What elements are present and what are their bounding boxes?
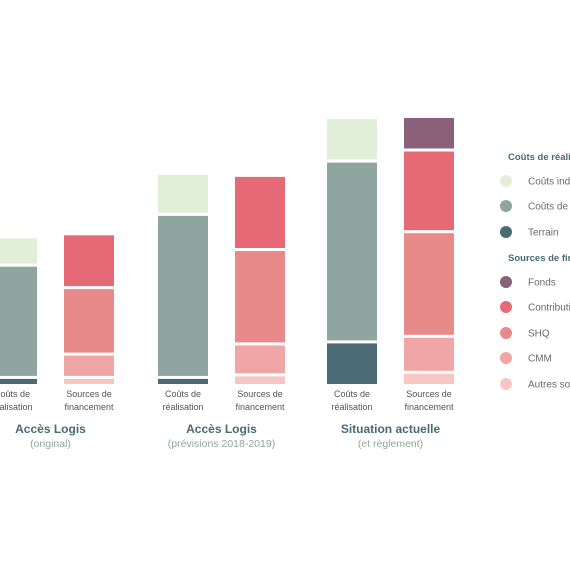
group-subtitle: (original): [30, 438, 71, 450]
legend-label: SHQ: [528, 329, 550, 340]
bar-category-label: réalisation: [162, 402, 203, 412]
legend-label: Fonds: [528, 278, 556, 289]
group-title: Accès Logis: [15, 422, 86, 436]
legend-label: Contribution: [528, 303, 570, 314]
bar-segment-contribution: [64, 235, 114, 287]
group-subtitle: (prévisions 2018-2019): [168, 438, 275, 450]
group-subtitle: (et règlement): [358, 438, 423, 450]
legend-label: Coûts de construction: [528, 202, 570, 213]
legend-swatch-autres-sources: [500, 378, 512, 390]
bar-segment-couts-de-construction: [327, 162, 377, 341]
bar-segment-couts-de-construction: [158, 215, 208, 376]
bar-segment-autres-sources: [235, 376, 285, 384]
bar-segment-cmm: [64, 355, 114, 376]
bar-segment-couts-indirects: [0, 238, 37, 264]
bar-segment-cmm: [235, 345, 285, 374]
bar-segment-terrain: [327, 343, 377, 384]
bar-segment-couts-de-construction: [0, 266, 37, 376]
bar-segment-contribution: [404, 151, 454, 231]
legend-swatch-couts-de-construction: [500, 200, 512, 212]
group-title: Situation actuelle: [341, 422, 441, 436]
bar-segment-fonds: [404, 118, 454, 149]
bar-segment-terrain: [158, 378, 208, 384]
bar-category-label: Coûts de: [0, 389, 30, 399]
legend-label: Coûts indirects: [528, 177, 570, 188]
legend-label: Terrain: [528, 228, 559, 239]
bar-category-label: Coûts de: [334, 389, 370, 399]
legend-label: CMM: [528, 354, 552, 365]
bar-category-label: financement: [64, 402, 114, 412]
legend-swatch-contribution: [500, 301, 512, 313]
bar-segment-shq: [64, 289, 114, 353]
group-title: Accès Logis: [186, 422, 257, 436]
legend-heading: Coûts de réalisation: [508, 152, 570, 163]
bar-segment-autres-sources: [64, 378, 114, 384]
legend-swatch-fonds: [500, 276, 512, 288]
bar-category-label: Sources de: [66, 389, 112, 399]
legend-swatch-terrain: [500, 226, 512, 238]
legend-heading: Sources de financement: [508, 253, 570, 264]
bar-category-label: Coûts de: [165, 389, 201, 399]
bar-segment-couts-indirects: [327, 118, 377, 160]
bar-segment-autres-sources: [404, 373, 454, 384]
bar-category-label: financement: [404, 402, 454, 412]
legend-swatch-shq: [500, 327, 512, 339]
legend-label: Autres sources: [528, 380, 570, 391]
legend-swatch-couts-indirects: [500, 175, 512, 187]
bar-segment-terrain: [0, 378, 37, 384]
bar-segment-shq: [235, 251, 285, 343]
bar-segment-contribution: [235, 176, 285, 248]
bar-segment-couts-indirects: [158, 174, 208, 213]
bar-category-label: Sources de: [406, 389, 452, 399]
bar-category-label: financement: [235, 402, 285, 412]
legend-swatch-cmm: [500, 352, 512, 364]
bar-category-label: réalisation: [331, 402, 372, 412]
bar-category-label: réalisation: [0, 402, 33, 412]
bar-segment-shq: [404, 233, 454, 335]
bar-category-label: Sources de: [237, 389, 283, 399]
bar-segment-cmm: [404, 337, 454, 371]
